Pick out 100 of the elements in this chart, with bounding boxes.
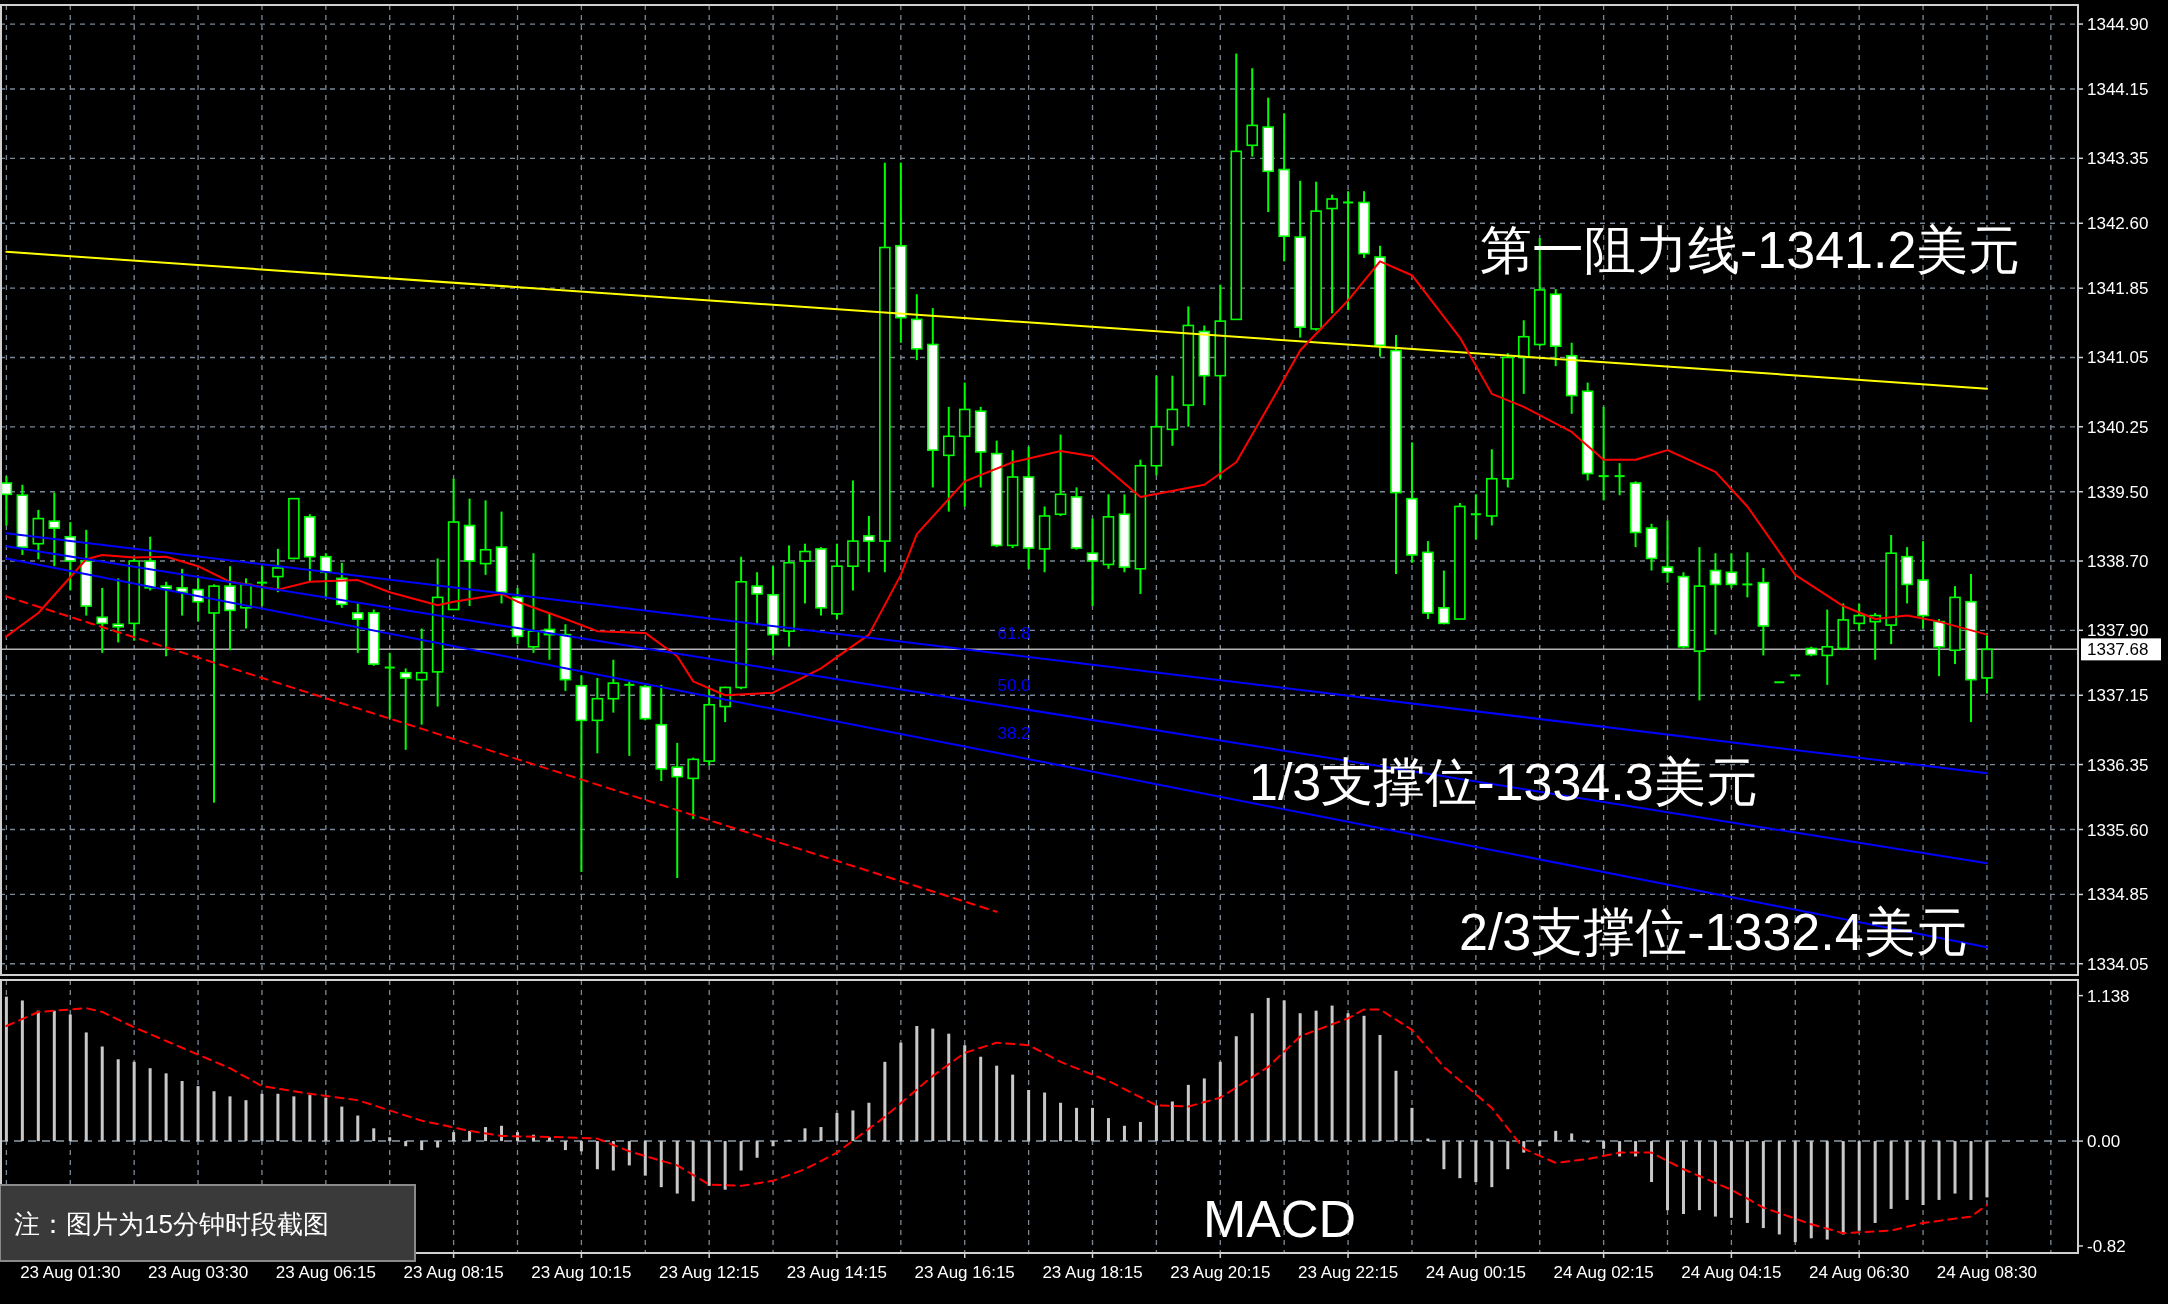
bar — [164, 1073, 168, 1142]
bar — [819, 1127, 823, 1142]
bar — [260, 1093, 264, 1142]
bar — [1378, 1034, 1382, 1142]
x-tick-label: 23 Aug 01:30 — [20, 1263, 121, 1282]
y-tick-label: 1338.70 — [2087, 552, 2149, 572]
bar — [68, 1014, 72, 1142]
candlestick — [1853, 602, 1865, 633]
series-label: 38.2 — [997, 724, 1031, 743]
bar — [1106, 1118, 1110, 1142]
bar — [1282, 1000, 1286, 1142]
annotation: 注：图片为15分钟时段截图 — [14, 1209, 329, 1239]
bar — [707, 1141, 711, 1186]
candlestick — [623, 680, 636, 757]
candlestick — [415, 627, 428, 726]
bar — [723, 1141, 727, 1190]
bar — [659, 1141, 663, 1188]
y-tick-label: 1337.90 — [2087, 621, 2149, 641]
candlestick — [1086, 517, 1099, 608]
candlestick — [527, 552, 540, 654]
candlestick — [591, 676, 604, 755]
candlestick — [1166, 374, 1179, 447]
bar — [1043, 1092, 1047, 1142]
bar — [931, 1028, 935, 1142]
bar — [1729, 1141, 1733, 1218]
candlestick — [1661, 519, 1674, 584]
bar — [1250, 1013, 1254, 1142]
bar — [979, 1056, 983, 1142]
bar — [1650, 1141, 1654, 1183]
bar — [611, 1141, 615, 1171]
bar — [292, 1096, 296, 1142]
bar — [1905, 1141, 1909, 1200]
bar — [356, 1115, 360, 1142]
x-tick-label: 23 Aug 10:15 — [531, 1263, 632, 1282]
candlestick — [1246, 67, 1259, 158]
bar — [1554, 1130, 1558, 1142]
y-tick-label: 1344.90 — [2087, 15, 2149, 35]
bar — [1027, 1089, 1031, 1142]
candlestick — [192, 577, 204, 623]
bar — [1075, 1107, 1079, 1142]
x-tick-label: 23 Aug 18:15 — [1042, 1263, 1143, 1282]
bar — [388, 1137, 392, 1142]
bar — [468, 1130, 472, 1142]
y-tick-label: -0.82 — [2087, 1236, 2126, 1256]
bar — [180, 1081, 184, 1142]
y-tick-label: 1.138 — [2087, 986, 2130, 1006]
y-tick-label: 1337.15 — [2087, 686, 2149, 706]
bar — [1506, 1141, 1510, 1170]
bar — [1298, 1013, 1302, 1142]
bar — [1314, 1010, 1318, 1142]
series-label: 61.8 — [997, 624, 1031, 644]
bar — [1122, 1125, 1126, 1142]
bar — [1538, 1141, 1542, 1147]
candlestick — [272, 547, 284, 594]
y-tick-label: 1341.85 — [2087, 279, 2149, 299]
bar — [196, 1086, 200, 1142]
bar — [1330, 1005, 1334, 1142]
candlestick — [48, 491, 61, 568]
bar — [1873, 1141, 1877, 1223]
bar — [1091, 1107, 1095, 1142]
bar — [963, 1045, 967, 1142]
bar — [4, 996, 8, 1142]
bar — [803, 1128, 807, 1142]
bar — [1346, 1013, 1350, 1142]
bar — [1474, 1141, 1478, 1183]
bar — [20, 1000, 24, 1142]
bar — [1602, 1141, 1606, 1149]
x-tick-label: 24 Aug 06:30 — [1809, 1263, 1910, 1282]
bar — [1490, 1141, 1494, 1188]
y-tick-label: 0.00 — [2087, 1132, 2121, 1152]
x-tick-label: 23 Aug 20:15 — [1170, 1263, 1271, 1282]
bar — [1218, 1061, 1222, 1142]
candlestick — [942, 405, 955, 513]
bar — [116, 1059, 120, 1142]
bar — [452, 1132, 456, 1142]
bar — [1458, 1141, 1462, 1179]
bar — [579, 1141, 583, 1152]
bar — [675, 1141, 679, 1194]
bar — [883, 1061, 887, 1142]
bar — [1666, 1141, 1670, 1211]
bar — [148, 1068, 152, 1142]
y-tick-label: 1339.50 — [2087, 482, 2149, 502]
bar — [1442, 1141, 1446, 1170]
bar — [372, 1128, 376, 1142]
bar — [595, 1141, 599, 1170]
bar — [563, 1141, 567, 1151]
bar — [771, 1141, 775, 1147]
candlestick — [671, 741, 684, 879]
bar — [212, 1091, 216, 1142]
bar — [1953, 1141, 1957, 1194]
bar — [1825, 1141, 1829, 1240]
candlestick — [1741, 551, 1754, 599]
bar — [1969, 1141, 1973, 1200]
y-tick-label: 1335.60 — [2087, 820, 2149, 840]
bar — [1889, 1141, 1893, 1209]
bar — [739, 1141, 743, 1171]
bar — [228, 1096, 232, 1142]
bar — [1809, 1141, 1813, 1239]
bar — [100, 1046, 104, 1142]
bar — [995, 1065, 999, 1142]
